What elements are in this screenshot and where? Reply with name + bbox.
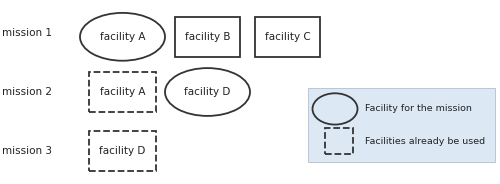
Text: facility D: facility D xyxy=(184,87,230,97)
Text: mission 3: mission 3 xyxy=(2,146,52,156)
Text: mission 2: mission 2 xyxy=(2,87,52,97)
Text: facility B: facility B xyxy=(185,32,230,42)
FancyBboxPatch shape xyxy=(175,17,240,57)
FancyBboxPatch shape xyxy=(308,88,495,162)
Text: Facilities already be used: Facilities already be used xyxy=(365,137,485,146)
FancyBboxPatch shape xyxy=(89,131,156,171)
Text: facility C: facility C xyxy=(264,32,310,42)
Ellipse shape xyxy=(165,68,250,116)
Ellipse shape xyxy=(312,93,358,125)
FancyBboxPatch shape xyxy=(255,17,320,57)
FancyBboxPatch shape xyxy=(325,128,352,154)
Text: facility A: facility A xyxy=(100,32,145,42)
Text: facility D: facility D xyxy=(100,146,146,156)
Text: Facility for the mission: Facility for the mission xyxy=(365,105,472,113)
Text: mission 1: mission 1 xyxy=(2,28,52,38)
Ellipse shape xyxy=(80,13,165,61)
Text: facility A: facility A xyxy=(100,87,145,97)
FancyBboxPatch shape xyxy=(89,72,156,112)
